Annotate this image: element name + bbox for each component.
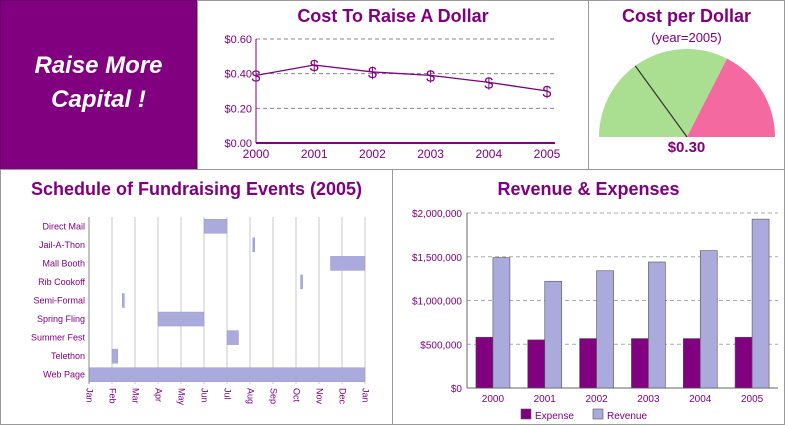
gauge-value-label: $0.30 [667,139,706,156]
task-label: Summer Fest [31,333,86,343]
data-point: $ [484,75,493,92]
bar-revenue [648,261,666,389]
revenue-title: Revenue & Expenses [497,179,680,199]
task-bar [111,348,118,364]
x-tick-label: 2002 [359,147,386,161]
x-tick-label: 2000 [482,394,505,405]
month-label: Aug [246,388,256,404]
y-tick-label: $2,000,000 [412,209,462,220]
cost-line-title: Cost To Raise A Dollar [297,6,489,26]
schedule-title: Schedule of Fundraising Events (2005) [30,179,363,199]
legend-label-revenue: Revenue [607,411,647,422]
legend-swatch-expense [520,408,532,420]
month-label: Oct [292,388,302,403]
schedule-panel: Schedule of Fundraising Events (2005) Ja… [0,169,393,425]
gauge-title: Cost per Dollar [621,6,752,26]
month-label: May [177,388,187,406]
y-tick-label: $0.20 [224,103,252,115]
gauge-chart [599,49,775,138]
task-bar [157,311,205,327]
bar-expense [579,338,597,389]
y-tick-label: $500,000 [420,340,462,351]
bar-revenue [699,250,718,389]
month-label: Feb [108,388,118,404]
month-label: Apr [154,388,164,402]
bar-revenue [492,257,511,389]
gauge-panel: Cost per Dollar (year=2005) $0.30 [588,0,785,170]
task-bar [203,219,228,234]
month-label: Dec [338,388,348,405]
y-tick-label: $0.40 [224,69,252,81]
revenue-panel: Revenue & Expenses $0 $500,000 $1,000,000 $… [392,169,785,425]
task-label: Web Page [43,370,85,380]
bar-expense [475,336,494,389]
gauge-needle [634,65,688,138]
x-tick-label: 2000 [243,147,270,161]
task-label: Mall Booth [42,258,85,268]
x-tick-label: 2001 [534,394,557,405]
x-tick-label: 2004 [475,147,502,161]
x-tick-label: 2003 [417,147,444,161]
y-tick-label: $1,500,000 [412,253,462,264]
legend-label-expense: Expense [535,411,574,422]
gauge-band-pink [687,58,775,137]
x-tick-label: 2003 [637,394,660,405]
task-label: Semi-Formal [33,296,85,306]
bar-revenue [596,270,614,389]
task-bar [330,256,366,271]
task-bar [122,293,125,308]
cost-line-panel: Cost To Raise A Dollar $0.00 $0.20 $0.40 $0… [197,0,589,170]
gauge-subtitle: (year=2005) [651,30,722,45]
month-label: Jun [200,388,210,403]
data-point: $ [252,68,261,85]
gauge-band-green [599,49,727,137]
y-tick-label: $0.00 [224,138,252,150]
data-point: $ [368,65,377,82]
month-label: Jan [361,388,371,403]
task-label: Rib Cookoff [38,277,85,287]
task-label: Direct Mail [42,221,85,231]
banner-line-2: Capital ! [51,86,146,113]
revenue-chart: $0 $500,000 $1,000,000 $1,500,000 $2,000,000… [412,209,778,422]
banner-line-1: Raise More [34,52,163,79]
task-label: Spring Fling [37,314,85,324]
bar-expense [631,338,649,389]
task-label: Jail-A-Thon [39,240,85,250]
bar-expense [682,338,701,389]
month-label: Sep [269,388,279,404]
task-label: Telethon [51,351,85,361]
bar-expense [527,339,546,389]
x-tick-label: 2004 [689,394,712,405]
x-tick-label: 2001 [301,147,328,161]
schedule-chart: Jan Feb Mar Apr May Jun Jul Aug Sep Oct Nov Dec Jan D… [31,217,371,406]
month-label: Mar [131,388,141,404]
y-tick-label: $0.60 [224,34,252,46]
bar-revenue [544,280,563,389]
task-bar [88,367,366,382]
month-label: Jan [85,388,95,403]
cost-line-chart: $0.00 $0.20 $0.40 $0.60 2000 2001 2002 2003 2004… [224,34,561,161]
y-tick-label: $1,000,000 [412,297,462,308]
bar-expense [734,336,753,389]
legend-swatch-revenue [592,408,604,420]
month-label: Jul [223,388,233,400]
data-point: $ [543,84,552,101]
data-point: $ [426,68,435,85]
bar-revenue [751,218,770,389]
data-point: $ [310,58,319,75]
series-line [255,64,548,92]
banner-panel: Raise More Capital ! [0,0,197,170]
task-bar [300,274,303,290]
x-tick-label: 2002 [585,394,608,405]
x-tick-label: 2005 [741,394,764,405]
task-bar [226,330,239,345]
x-tick-label: 2005 [534,147,561,161]
banner-text: Raise More Capital ! [1,49,196,117]
month-label: Nov [315,388,325,405]
task-bar [252,237,256,253]
y-tick-label: $0 [451,384,463,395]
